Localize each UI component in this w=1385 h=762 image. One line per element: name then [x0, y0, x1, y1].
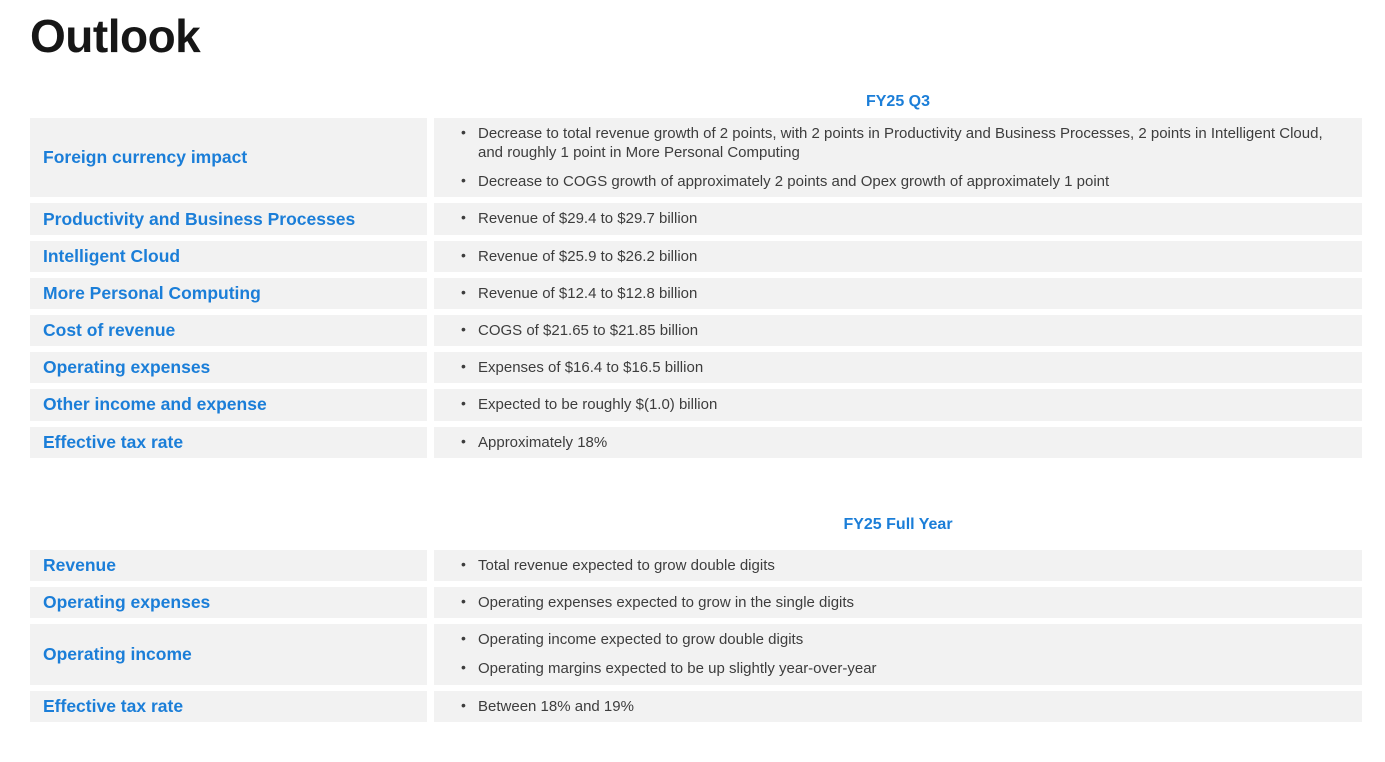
table-row: Intelligent Cloud Revenue of $25.9 to $2… [30, 240, 1362, 272]
table-row: Revenue Total revenue expected to grow d… [30, 549, 1362, 581]
row-bullets-cell: Decrease to total revenue growth of 2 po… [434, 117, 1362, 198]
outlook-table: Revenue Total revenue expected to grow d… [30, 549, 1362, 722]
bullet-item: Operating income expected to grow double… [448, 630, 1348, 649]
row-bullets-cell: Operating expenses expected to grow in t… [434, 586, 1362, 619]
bullet-item: Decrease to total revenue growth of 2 po… [448, 124, 1348, 162]
table-row: Other income and expense Expected to be … [30, 389, 1362, 421]
row-label: Cost of revenue [30, 315, 427, 347]
bullet-list: Approximately 18% [448, 433, 1348, 452]
table-row: Foreign currency impact Decrease to tota… [30, 117, 1362, 198]
row-label: Foreign currency impact [30, 117, 427, 198]
bullet-item: Decrease to COGS growth of approximately… [448, 172, 1348, 191]
bullet-list: COGS of $21.65 to $21.85 billion [448, 321, 1348, 340]
table-row: Operating expenses Operating expenses ex… [30, 586, 1362, 619]
bullet-list: Expected to be roughly $(1.0) billion [448, 395, 1348, 414]
bullet-list: Operating income expected to grow double… [448, 630, 1348, 678]
section-period-header: FY25 Q3 [865, 92, 931, 110]
row-label: Productivity and Business Processes [30, 203, 427, 235]
row-label: Operating expenses [30, 352, 427, 384]
bullet-item: Total revenue expected to grow double di… [448, 556, 1348, 575]
page-title: Outlook [30, 10, 201, 62]
bullet-list: Total revenue expected to grow double di… [448, 556, 1348, 575]
section-period-header: FY25 Full Year [843, 515, 953, 533]
bullet-item: Revenue of $12.4 to $12.8 billion [448, 284, 1348, 303]
bullet-list: Revenue of $12.4 to $12.8 billion [448, 284, 1348, 303]
row-bullets-cell: Approximately 18% [434, 426, 1362, 458]
row-bullets-cell: Revenue of $25.9 to $26.2 billion [434, 240, 1362, 272]
table-row: More Personal Computing Revenue of $12.4… [30, 277, 1362, 310]
bullet-list: Decrease to total revenue growth of 2 po… [448, 124, 1348, 192]
bullet-item: Approximately 18% [448, 433, 1348, 452]
outlook-section: FY25 Full Year Revenue Total revenue exp… [30, 516, 1365, 722]
table-row: Cost of revenue COGS of $21.65 to $21.85… [30, 315, 1362, 347]
row-bullets-cell: Revenue of $29.4 to $29.7 billion [434, 203, 1362, 235]
bullet-item: Expected to be roughly $(1.0) billion [448, 395, 1348, 414]
bullet-item: Between 18% and 19% [448, 697, 1348, 716]
row-label: Operating income [30, 624, 427, 685]
bullet-list: Between 18% and 19% [448, 697, 1348, 716]
bullet-item: Revenue of $25.9 to $26.2 billion [448, 247, 1348, 266]
bullet-item: Operating expenses expected to grow in t… [448, 593, 1348, 612]
bullet-list: Revenue of $29.4 to $29.7 billion [448, 209, 1348, 228]
table-row: Effective tax rate Approximately 18% [30, 426, 1362, 458]
row-label: Intelligent Cloud [30, 240, 427, 272]
row-bullets-cell: Total revenue expected to grow double di… [434, 549, 1362, 581]
row-label: Revenue [30, 549, 427, 581]
bullet-item: COGS of $21.65 to $21.85 billion [448, 321, 1348, 340]
bullet-item: Expenses of $16.4 to $16.5 billion [448, 358, 1348, 377]
outlook-sections: FY25 Q3 Foreign currency impact Decrease… [30, 93, 1365, 722]
row-bullets-cell: Expenses of $16.4 to $16.5 billion [434, 352, 1362, 384]
table-row: Effective tax rate Between 18% and 19% [30, 690, 1362, 722]
outlook-table: Foreign currency impact Decrease to tota… [30, 117, 1362, 458]
table-row: Productivity and Business Processes Reve… [30, 203, 1362, 235]
row-bullets-cell: COGS of $21.65 to $21.85 billion [434, 315, 1362, 347]
row-label: Effective tax rate [30, 426, 427, 458]
row-label: Other income and expense [30, 389, 427, 421]
table-row: Operating expenses Expenses of $16.4 to … [30, 352, 1362, 384]
row-label: More Personal Computing [30, 277, 427, 310]
row-label: Operating expenses [30, 586, 427, 619]
bullet-list: Expenses of $16.4 to $16.5 billion [448, 358, 1348, 377]
outlook-section: FY25 Q3 Foreign currency impact Decrease… [30, 93, 1365, 458]
row-label: Effective tax rate [30, 690, 427, 722]
row-bullets-cell: Expected to be roughly $(1.0) billion [434, 389, 1362, 421]
bullet-item: Revenue of $29.4 to $29.7 billion [448, 209, 1348, 228]
row-bullets-cell: Operating income expected to grow double… [434, 624, 1362, 685]
row-bullets-cell: Between 18% and 19% [434, 690, 1362, 722]
bullet-list: Revenue of $25.9 to $26.2 billion [448, 247, 1348, 266]
table-row: Operating income Operating income expect… [30, 624, 1362, 685]
bullet-list: Operating expenses expected to grow in t… [448, 593, 1348, 612]
bullet-item: Operating margins expected to be up slig… [448, 659, 1348, 678]
row-bullets-cell: Revenue of $12.4 to $12.8 billion [434, 277, 1362, 310]
